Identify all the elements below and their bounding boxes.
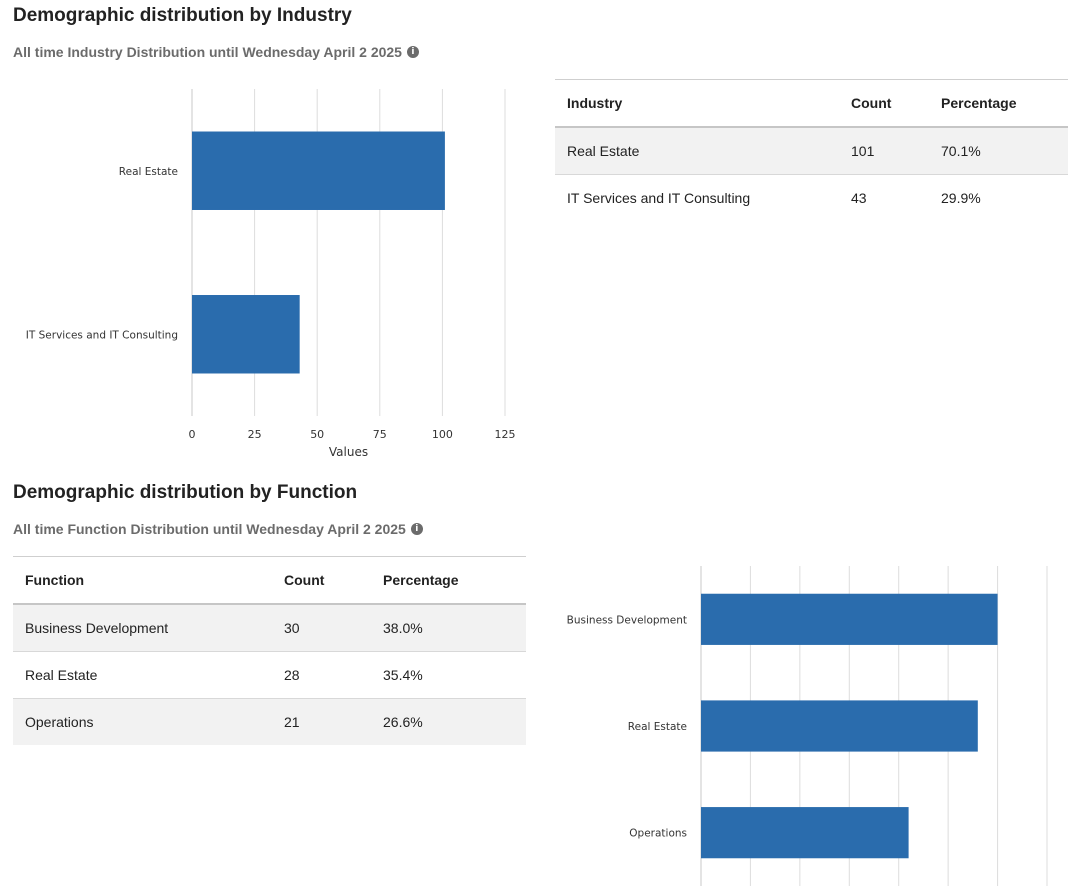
table-cell: 21 [272, 698, 371, 745]
column-header: Count [839, 79, 929, 128]
function-bar-chart: Business Development Real Estate Operation… [545, 560, 1078, 886]
table-row: Real Estate 101 70.1% [555, 127, 1068, 175]
table-cell: 35.4% [371, 651, 526, 699]
industry-table: Industry Count Percentage Real Estate 101 70… [555, 79, 1068, 221]
table-cell: 101 [839, 127, 929, 175]
bar [192, 295, 300, 374]
industry-subtitle: All time Industry Distribution until Wed… [13, 44, 419, 60]
table-row: Real Estate 28 35.4% [13, 651, 526, 699]
bar [192, 131, 445, 210]
table-header-row: Industry Count Percentage [555, 79, 1068, 128]
x-tick-label: 25 [248, 428, 262, 441]
x-tick-label: 125 [495, 428, 516, 441]
function-subtitle-text: All time Function Distribution until Wed… [13, 521, 406, 537]
table-cell: 26.6% [371, 698, 526, 745]
table-cell: IT Services and IT Consulting [567, 190, 751, 206]
table-cell: Operations [13, 698, 272, 745]
table-row: Operations 21 26.6% [13, 698, 526, 745]
table-cell: Real Estate [13, 651, 272, 699]
bar [701, 593, 998, 645]
table-cell: Real Estate [555, 127, 839, 175]
chart-svg: Business Development Real Estate Operation… [567, 566, 1048, 886]
function-section-title: Demographic distribution by Function [13, 482, 358, 503]
table-cell: Business Development [13, 604, 272, 652]
bar [701, 807, 909, 859]
column-header: Percentage [371, 556, 526, 605]
x-tick-label: 100 [432, 428, 453, 441]
function-subtitle: All time Function Distribution until Wed… [13, 521, 423, 537]
info-icon[interactable]: i [406, 46, 419, 58]
category-label: IT Services and IT Consulting [26, 329, 178, 341]
table-cell: 30 [272, 604, 371, 652]
table-cell: 70.1% [929, 127, 1068, 175]
industry-section-title: Demographic distribution by Industry [13, 5, 352, 26]
column-header: Percentage [929, 79, 1068, 128]
table-cell: 38.0% [371, 604, 526, 652]
x-axis-title: Values [329, 445, 368, 459]
table-row: Business Development 30 38.0% [13, 604, 526, 652]
chart-svg: 0 25 50 75 100 125 Real Estate IT Services and … [26, 89, 516, 459]
x-tick-label: 0 [189, 428, 196, 441]
category-label: Business Development [567, 614, 687, 626]
table-row: IT Services and IT Consulting 43 29.9% [555, 175, 1068, 222]
category-label: Real Estate [628, 721, 687, 733]
info-icon[interactable]: i [410, 523, 423, 535]
column-header: Industry [555, 79, 839, 128]
table-cell: 28 [272, 651, 371, 699]
table-header-row: Function Count Percentage [13, 556, 526, 605]
industry-bar-chart: 0 25 50 75 100 125 Real Estate IT Services and … [0, 80, 530, 470]
x-tick-label: 50 [310, 428, 324, 441]
column-header: Function [13, 556, 272, 605]
industry-subtitle-text: All time Industry Distribution until Wed… [13, 44, 402, 60]
bar [701, 700, 978, 752]
x-tick-label: 75 [373, 428, 387, 441]
category-label: Real Estate [119, 166, 178, 178]
function-table: Function Count Percentage Business Develop… [13, 556, 526, 745]
category-label: Operations [629, 828, 687, 840]
table-cell: 43 [851, 190, 867, 206]
column-header: Count [272, 556, 371, 605]
table-cell: 29.9% [941, 190, 981, 206]
